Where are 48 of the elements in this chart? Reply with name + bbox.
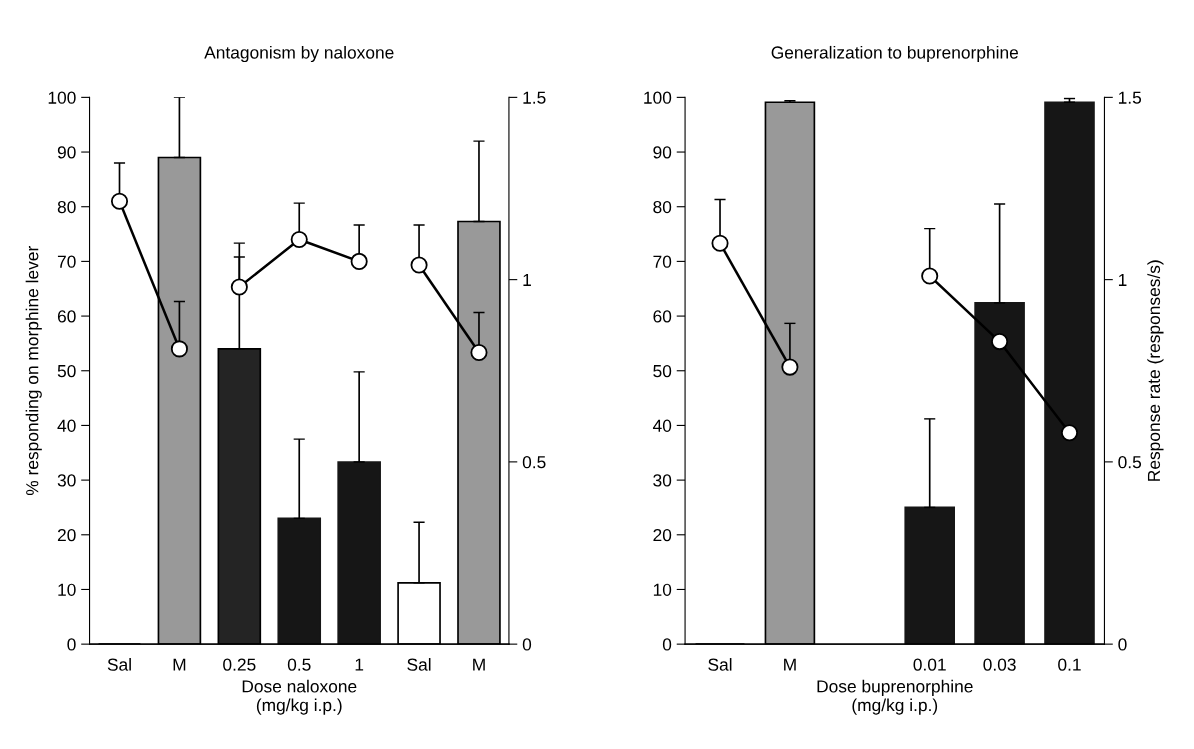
y-tick-label: 50	[653, 364, 672, 378]
y-tick-label: 30	[653, 474, 672, 487]
x-tick-label: M	[784, 658, 796, 671]
y-tick-label: 10	[653, 583, 672, 596]
y-tick-label: 60	[57, 310, 76, 323]
y-tick-label: 20	[653, 528, 672, 542]
y-tick-label: 90	[57, 146, 76, 159]
y-tick-label: 70	[57, 255, 76, 268]
y-tick-label: 100	[48, 91, 76, 104]
y2-axis-title: Response rate (responses/s)	[1147, 260, 1164, 481]
y-tick-label: 100	[644, 91, 672, 104]
x-tick-label: Sal	[407, 658, 431, 671]
y-tick-label: 60	[653, 310, 672, 323]
chart-title: Antagonism by naloxone	[204, 45, 394, 63]
y-tick-label: 20	[57, 528, 76, 542]
y-tick-label: 0	[67, 638, 76, 651]
y-tick-label: 70	[653, 255, 672, 268]
x-tick-label: Sal	[708, 658, 732, 671]
y-tick-label: 40	[57, 419, 76, 432]
x-tick-label: 0.1	[1058, 658, 1081, 671]
y-tick-label: 80	[57, 200, 76, 214]
y2-tick-label: 1	[523, 273, 531, 286]
y2-tick-label: 0.5	[522, 456, 546, 469]
y-tick-label: 0	[662, 638, 672, 651]
x-tick-label: 0.03	[983, 658, 1016, 671]
y2-tick-label: 0	[1118, 638, 1127, 651]
y-tick-label: 50	[57, 364, 76, 378]
y-tick-label: 40	[652, 419, 672, 432]
y2-tick-label: 0	[522, 638, 532, 651]
x-tick-label: M	[473, 658, 485, 671]
x-tick-label: 0.25	[223, 658, 256, 671]
x-tick-label: 0.01	[913, 658, 946, 671]
y-tick-label: 10	[58, 583, 76, 596]
x-tick-label: 1	[355, 658, 364, 671]
x-tick-label: Sal	[107, 658, 131, 671]
x-axis-title: Dose naloxone (mg/kg i.p.)	[242, 679, 357, 715]
y2-tick-label: 1.5	[1118, 91, 1142, 104]
y2-tick-label: 1	[1118, 273, 1127, 286]
y2-tick-label: 1.5	[523, 91, 546, 104]
y-tick-label: 30	[57, 474, 76, 487]
x-tick-label: 0.5	[287, 658, 311, 671]
x-axis-title: Dose buprenorphine (mg/kg i.p.)	[817, 679, 973, 715]
chart-title: Generalization to buprenorphine	[771, 45, 1019, 63]
y2-tick-label: 0.5	[1118, 456, 1142, 469]
x-tick-label: M	[173, 658, 186, 671]
y-tick-label: 90	[653, 146, 672, 159]
y-tick-label: 80	[653, 200, 672, 214]
y-axis-title: % responding on morphine lever	[25, 246, 42, 496]
